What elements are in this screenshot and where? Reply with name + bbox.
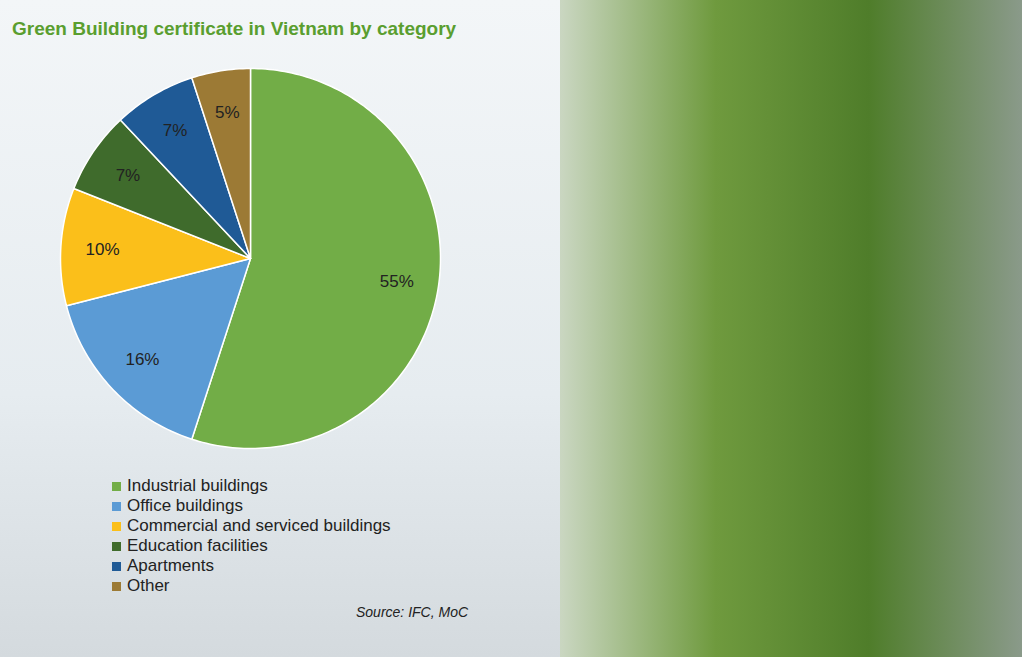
- html-text:Other: Other: [127, 576, 170, 595]
- html-text:Office buildings: Office buildings: [127, 496, 243, 515]
- svg-text:7%: 7%: [116, 166, 141, 185]
- html-text:Green Building certificate in: Green Building certificate in Vietnam by…: [12, 18, 457, 39]
- html-text:Industrial buildings: Industrial buildings: [127, 476, 268, 495]
- svg-text:7%: 7%: [163, 121, 188, 140]
- html-text:Source: IFC, MoC: Source: IFC, MoC: [356, 604, 468, 620]
- svg-text:16%: 16%: [125, 350, 159, 369]
- html-text:Apartments: Apartments: [127, 556, 214, 575]
- html-text:Education facilities: Education facilities: [127, 536, 268, 555]
- svg-text:10%: 10%: [86, 240, 120, 259]
- html-text:Commercial and serviced buildi: Commercial and serviced buildings: [127, 516, 391, 535]
- svg-text:55%: 55%: [380, 272, 414, 291]
- svg-text:5%: 5%: [215, 103, 240, 122]
